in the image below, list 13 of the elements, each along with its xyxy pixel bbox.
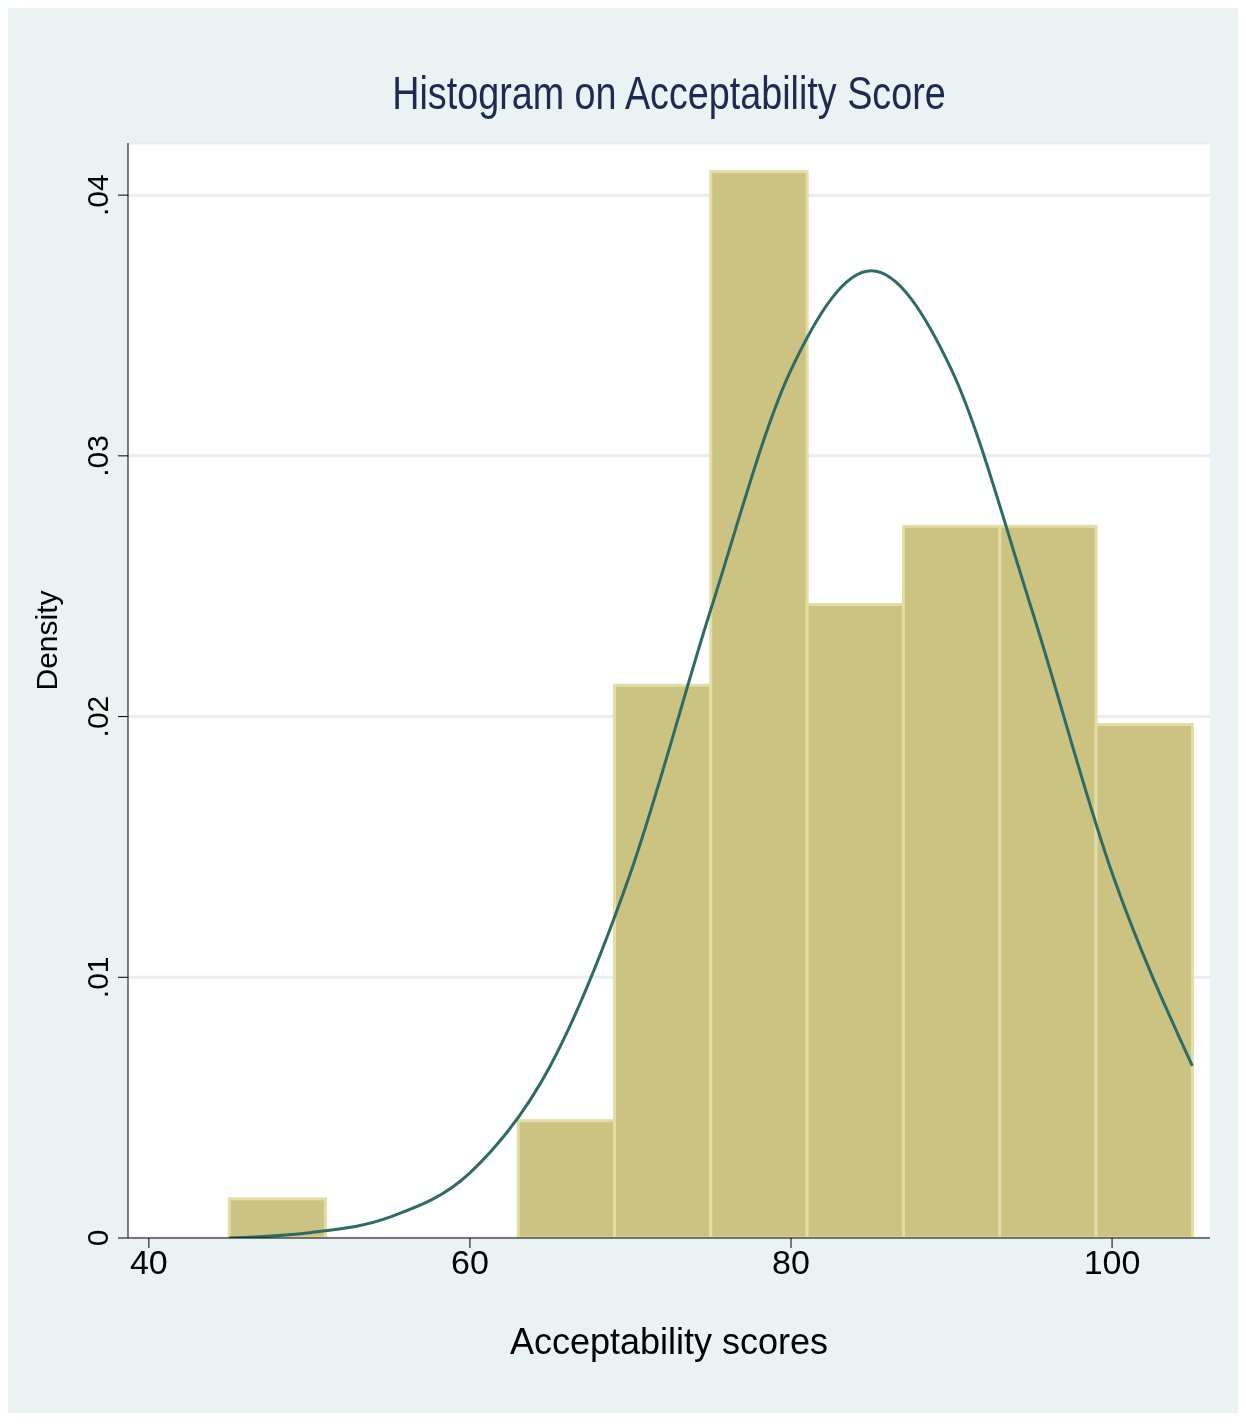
y-tick-label: 0 <box>81 1229 114 1247</box>
y-tick-label: .04 <box>81 174 114 216</box>
x-tick-label: 40 <box>129 1243 168 1282</box>
y-tick-label: .03 <box>81 435 114 477</box>
y-tick-label: .02 <box>81 695 114 738</box>
line-series <box>227 269 1194 1238</box>
y-tick-label: .01 <box>81 956 114 999</box>
x-tick-label: 80 <box>772 1243 810 1282</box>
x-tick-label: 60 <box>451 1243 489 1282</box>
chart-title: Histogram on Acceptability Score <box>391 66 947 120</box>
y-axis-title: Density <box>29 590 63 691</box>
x-tick-label: 100 <box>1083 1243 1141 1282</box>
x-axis-title: Acceptability scores <box>509 1320 829 1362</box>
